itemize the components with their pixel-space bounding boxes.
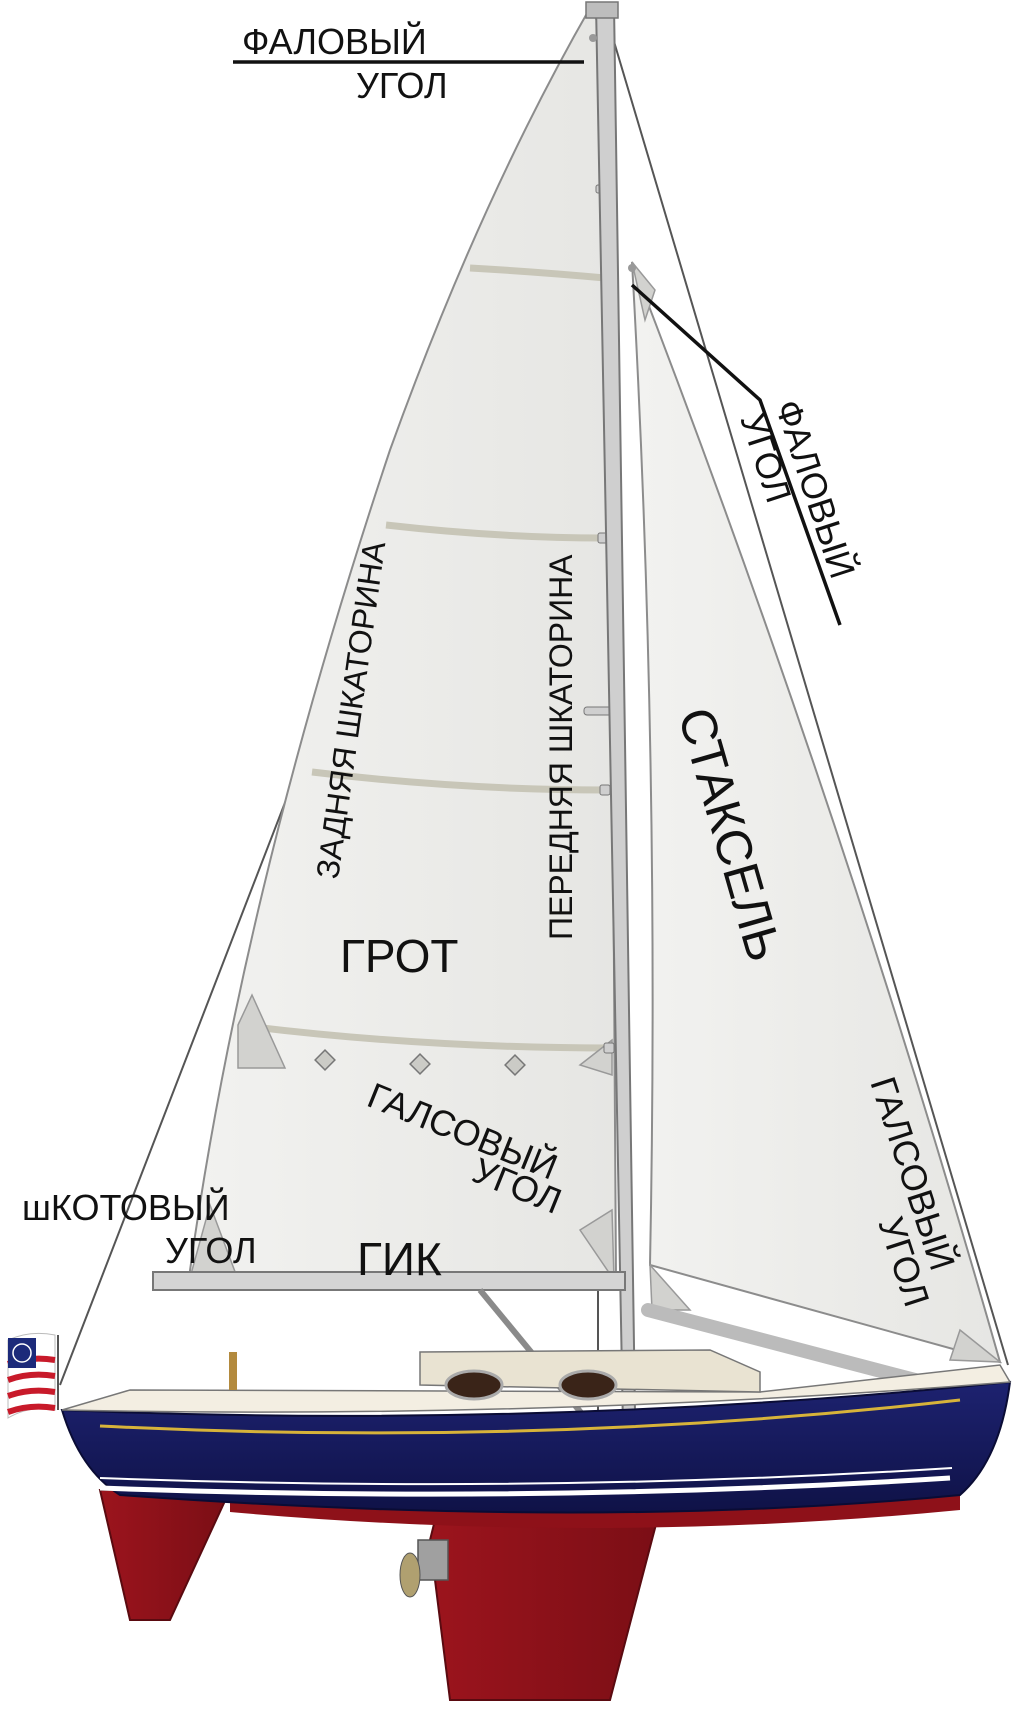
- jib: [631, 261, 1003, 1364]
- batten: [237, 1021, 613, 1052]
- porthole: [444, 1369, 504, 1401]
- leader-lines: [233, 60, 842, 626]
- tiller: [229, 1352, 237, 1390]
- patch: [237, 993, 287, 1069]
- label-clew-line2: УГОЛ: [165, 1230, 257, 1271]
- halyard-sheave: [589, 34, 597, 42]
- keel: [98, 1488, 960, 1701]
- batten: [311, 768, 609, 794]
- tack-patch: [578, 1208, 615, 1283]
- label-head-main-line1: ФАЛОВЫЙ: [242, 20, 427, 62]
- hull: [57, 1335, 1012, 1514]
- batten: [385, 521, 606, 542]
- jib-tack-patch: [948, 1328, 1003, 1363]
- label-boom: ГИК: [357, 1233, 442, 1285]
- reef-points: [314, 1049, 526, 1076]
- gold-stripe: [99, 1398, 961, 1435]
- rudder: [98, 1489, 232, 1621]
- flag-canton: [8, 1338, 36, 1368]
- masthead: [585, 1, 619, 19]
- deck: [61, 1364, 1012, 1413]
- batten: [469, 264, 606, 282]
- boot-stripe-thin: [99, 1467, 953, 1486]
- mainsail: [186, 5, 621, 1287]
- label-mainsail: ГРОТ: [340, 930, 458, 982]
- leader-head-jib: [630, 283, 842, 626]
- label-head-main-line2: УГОЛ: [356, 65, 448, 106]
- label-luff: ПЕРЕДНЯЯ ШКАТОРИНА: [543, 554, 579, 940]
- porthole: [558, 1369, 618, 1401]
- outboard-prop: [399, 1539, 449, 1598]
- label-clew-line1: шКОТОВЫЙ: [22, 1186, 230, 1228]
- yacht-ensign: [6, 1332, 56, 1419]
- boot-stripe: [99, 1475, 951, 1497]
- halyard-sheave: [628, 264, 636, 272]
